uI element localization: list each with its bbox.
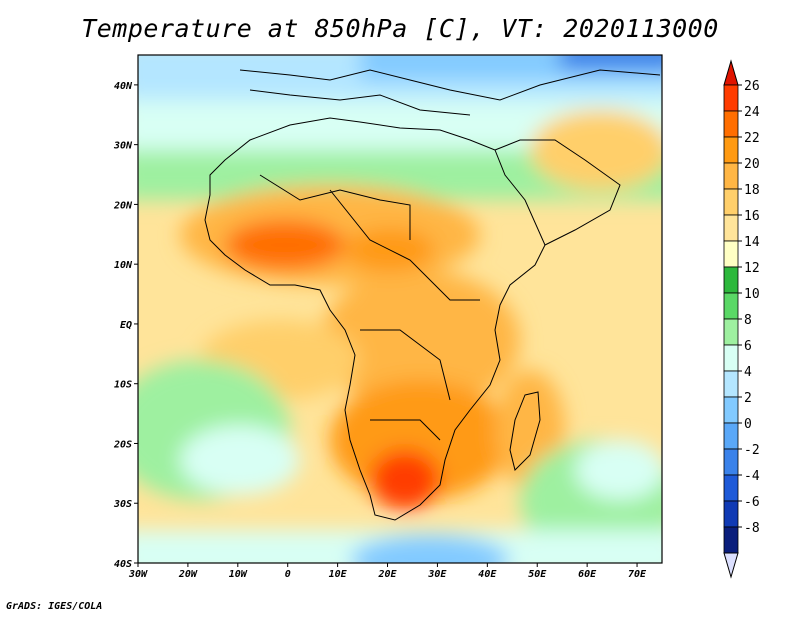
grads-credit: GrADS: IGES/COLA <box>6 601 103 612</box>
colorbar-label: 4 <box>744 365 752 380</box>
colorbar-label: 18 <box>744 183 760 198</box>
lat-tick-label: 20N <box>113 200 133 211</box>
lon-tick-label: 50E <box>528 569 547 580</box>
lon-tick-label: 30E <box>427 569 447 580</box>
lon-tick-label: 10E <box>329 569 348 580</box>
colorbar-swatch <box>723 240 739 268</box>
colorbar-label: 26 <box>744 79 760 94</box>
lat-tick-label: 10N <box>114 260 133 271</box>
colorbar-swatch <box>723 292 739 320</box>
colorbar-label: 0 <box>744 417 752 432</box>
colorbar-swatch <box>723 266 739 294</box>
colorbar-label: -8 <box>744 521 760 536</box>
region-southern-africa-hot <box>370 450 440 510</box>
lat-tick-label: 10S <box>114 380 132 391</box>
region-sahel-hot <box>225 220 345 270</box>
colorbar-swatch <box>723 370 739 398</box>
colorbar-label: 14 <box>744 235 760 250</box>
colorbar-label: 6 <box>744 339 752 354</box>
colorbar-label: 2 <box>744 391 752 406</box>
colorbar-label: -6 <box>744 495 760 510</box>
colorbar-swatch <box>723 422 739 450</box>
colorbar-swatch <box>723 136 739 164</box>
colorbar-label: 24 <box>744 105 760 120</box>
colorbar-bottom-arrow <box>723 552 739 579</box>
lon-tick-label: 60E <box>578 569 597 580</box>
colorbar-label: -4 <box>744 469 760 484</box>
lon-tick-label: 10W <box>229 569 248 580</box>
map-title: Temperature at 850hPa [C], VT: 202011300… <box>81 14 719 43</box>
colorbar-label: 20 <box>744 157 760 172</box>
lon-tick-label: 20W <box>178 569 198 580</box>
lat-tick-label: 40S <box>114 559 132 570</box>
colorbar-swatch <box>723 396 739 424</box>
lon-tick-label: 20E <box>377 569 397 580</box>
lat-tick-label: 20S <box>113 439 132 450</box>
lon-tick-label: 0 <box>285 569 291 580</box>
region-central-africa <box>320 270 520 410</box>
plot-frame <box>137 54 663 564</box>
colorbar-swatch <box>723 110 739 138</box>
colorbar-swatch <box>723 214 739 242</box>
colorbar-swatch <box>723 318 739 346</box>
colorbar-label: -2 <box>744 443 760 458</box>
lon-tick-label: 30W <box>128 569 148 580</box>
lon-tick-label: 40E <box>478 569 497 580</box>
lat-tick-label: EQ <box>120 320 132 331</box>
colorbar-label: 16 <box>744 209 760 224</box>
coastlines <box>204 69 661 521</box>
colorbar-swatch <box>723 188 739 216</box>
temperature-field <box>138 55 662 563</box>
colorbar-swatch <box>723 474 739 502</box>
lon-tick-label: 70E <box>628 569 647 580</box>
colorbar-swatch <box>723 448 739 476</box>
colorbar-label: 8 <box>744 313 752 328</box>
colorbar-swatch <box>723 84 739 112</box>
lat-tick-label: 40N <box>114 81 133 92</box>
longitude-axis: 30W 20W 10W 0 10E 20E 30E 40E 50E 60E 70E <box>128 563 647 580</box>
latitude-axis: 40N 30N 20N 10N EQ 10S 20S 30S 40S <box>113 81 138 570</box>
colorbar-swatch <box>723 526 739 554</box>
lat-tick-label: 30N <box>113 141 133 152</box>
colorbar-top-arrow <box>723 59 739 86</box>
colorbar-label: 10 <box>744 287 760 302</box>
colorbar-label: 22 <box>744 131 760 146</box>
colorbar-swatch <box>723 344 739 372</box>
colorbar-swatch <box>723 162 739 190</box>
lat-tick-label: 30S <box>113 499 132 510</box>
colorbar-label: 12 <box>744 261 760 276</box>
colorbar-swatch <box>723 500 739 528</box>
